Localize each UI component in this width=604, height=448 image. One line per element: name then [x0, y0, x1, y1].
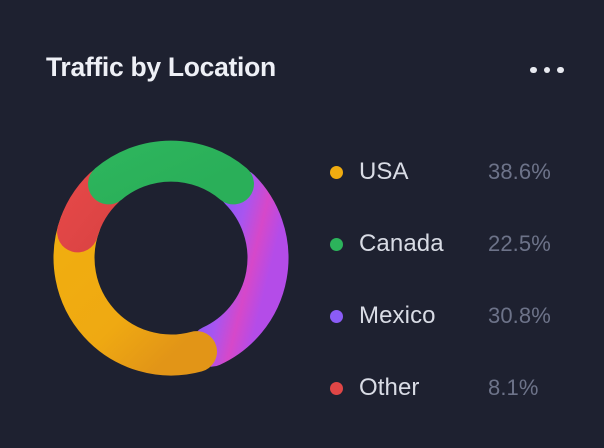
legend-label-usa: USA	[359, 158, 409, 185]
legend-item-canada[interactable]: Canada 22.5%	[330, 208, 570, 280]
legend-value-other: 8.1%	[488, 375, 539, 400]
legend-item-usa[interactable]: USA 38.6%	[330, 136, 570, 208]
donut-chart[interactable]	[40, 127, 302, 389]
menu-dot-3	[557, 66, 564, 74]
legend-label-other: Other	[359, 374, 420, 401]
donut-slice-canada[interactable]	[88, 140, 254, 205]
chart-legend: USA 38.6% Canada 22.5% Mexico 30.8% Othe…	[330, 136, 570, 424]
legend-label-mexico: Mexico	[359, 302, 436, 329]
menu-dot-2	[543, 66, 551, 74]
legend-swatch-usa	[330, 165, 343, 179]
card-header: Traffic by Location	[0, 0, 604, 110]
page-title: Traffic by Location	[46, 52, 276, 82]
menu-dot-1	[530, 66, 537, 74]
legend-value-canada: 22.5%	[488, 231, 551, 256]
legend-value-usa: 38.6%	[488, 159, 551, 184]
ellipsis-horizontal-icon[interactable]	[524, 56, 570, 84]
legend-item-mexico[interactable]: Mexico 30.8%	[330, 280, 570, 352]
donut-slice-mexico[interactable]	[190, 168, 289, 367]
legend-item-other[interactable]: Other 8.1%	[330, 352, 570, 424]
legend-label-canada: Canada	[359, 230, 444, 257]
legend-swatch-other	[330, 381, 343, 395]
legend-swatch-mexico	[330, 309, 343, 323]
legend-swatch-canada	[330, 237, 343, 251]
donut-slice-usa[interactable]	[53, 203, 217, 376]
legend-value-mexico: 30.8%	[488, 303, 551, 328]
